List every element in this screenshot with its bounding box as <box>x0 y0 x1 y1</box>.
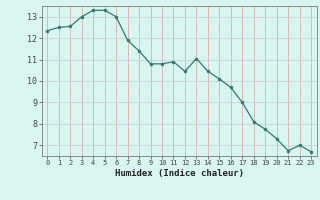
X-axis label: Humidex (Indice chaleur): Humidex (Indice chaleur) <box>115 169 244 178</box>
